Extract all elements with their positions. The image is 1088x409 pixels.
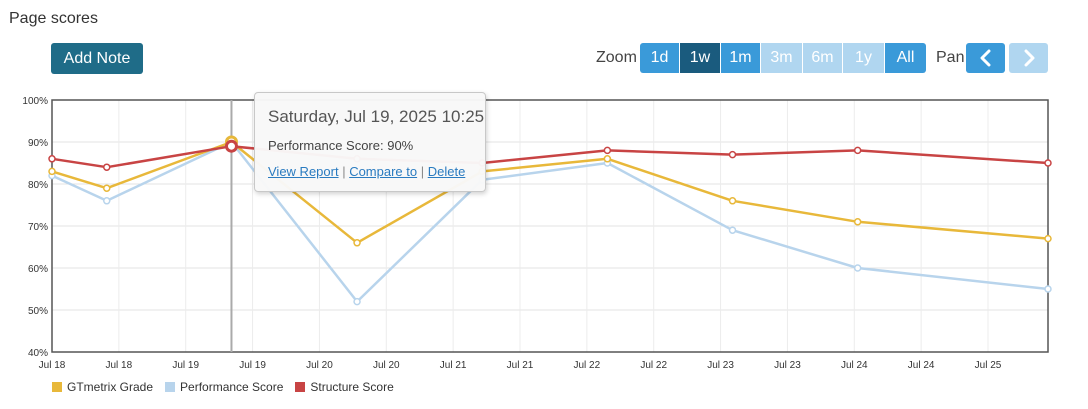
zoom-all-button[interactable]: All xyxy=(885,43,926,73)
link-separator: | xyxy=(338,164,350,179)
delete-link[interactable]: Delete xyxy=(427,164,466,179)
data-point xyxy=(728,197,737,205)
chart-legend: GTmetrix Grade Performance Score Structu… xyxy=(52,380,406,394)
data-point xyxy=(1044,234,1052,243)
x-tick-label: Jul 21 xyxy=(440,360,467,371)
x-tick-label: Jul 21 xyxy=(507,360,534,371)
tooltip-performance-score: Performance Score: 90% xyxy=(268,138,414,153)
legend-label: Structure Score xyxy=(310,380,394,394)
page-title: Page scores xyxy=(9,10,98,27)
data-point xyxy=(103,184,111,192)
legend-swatch xyxy=(165,382,176,392)
data-point xyxy=(103,163,111,171)
legend-swatch xyxy=(295,382,306,392)
add-note-button[interactable]: Add Note xyxy=(51,43,143,74)
x-tick-label: Jul 20 xyxy=(373,360,400,371)
legend-item-gtmetrix-grade[interactable]: GTmetrix Grade xyxy=(52,380,153,394)
data-point xyxy=(603,155,612,163)
x-tick-label: Jul 19 xyxy=(239,360,266,371)
zoom-6m-button[interactable]: 6m xyxy=(803,43,843,73)
data-point xyxy=(853,218,862,226)
data-point xyxy=(103,197,111,205)
legend-label: GTmetrix Grade xyxy=(67,380,154,394)
data-point xyxy=(853,264,862,272)
y-tick-label: 80% xyxy=(28,180,48,191)
x-tick-label: Jul 23 xyxy=(707,360,734,371)
y-tick-label: 90% xyxy=(28,138,48,149)
data-point xyxy=(353,239,361,247)
y-tick-label: 50% xyxy=(28,306,48,317)
zoom-1m-button[interactable]: 1m xyxy=(721,43,761,73)
x-tick-label: Jul 22 xyxy=(574,360,601,371)
y-tick-label: 70% xyxy=(28,222,48,233)
x-tick-label: Jul 22 xyxy=(640,360,667,371)
zoom-1y-button[interactable]: 1y xyxy=(843,43,885,73)
chevron-right-icon xyxy=(1024,49,1034,67)
y-tick-label: 60% xyxy=(28,264,48,275)
compare-to-link[interactable]: Compare to xyxy=(349,164,418,179)
legend-swatch xyxy=(52,382,62,392)
y-tick-label: 100% xyxy=(22,96,48,107)
x-tick-label: Jul 18 xyxy=(39,360,66,371)
plot-border xyxy=(51,99,1049,353)
zoom-3m-button[interactable]: 3m xyxy=(761,43,803,73)
pan-next-button[interactable] xyxy=(1009,43,1048,73)
x-tick-label: Jul 18 xyxy=(106,360,133,371)
x-tick-label: Jul 20 xyxy=(306,360,333,371)
x-tick-label: Jul 25 xyxy=(975,360,1002,371)
tooltip-links: View Report | Compare to | Delete xyxy=(268,164,465,179)
x-tick-label: Jul 24 xyxy=(841,360,868,371)
zoom-button-group: 1d 1w 1m 3m 6m 1y All xyxy=(640,43,926,73)
link-separator: | xyxy=(417,164,428,179)
data-point xyxy=(728,226,737,234)
legend-label: Performance Score xyxy=(180,380,284,394)
view-report-link[interactable]: View Report xyxy=(268,164,339,179)
pan-previous-button[interactable] xyxy=(966,43,1005,73)
chevron-left-icon xyxy=(980,49,990,67)
chart-tooltip: Saturday, Jul 19, 2025 10:25 Performance… xyxy=(254,92,486,192)
zoom-1w-button[interactable]: 1w xyxy=(680,43,721,73)
zoom-label: Zoom xyxy=(596,49,637,66)
legend-item-structure-score[interactable]: Structure Score xyxy=(295,380,394,394)
data-point xyxy=(48,155,56,163)
data-point xyxy=(353,297,361,306)
zoom-1d-button[interactable]: 1d xyxy=(640,43,680,73)
line-chart: 40% 50% 60% 70% 80% 90% 100% Jul 18 Jul 18 Jul 19… xyxy=(22,96,1052,371)
tooltip-date: Saturday, Jul 19, 2025 10:25 xyxy=(268,107,485,126)
data-point xyxy=(728,150,737,159)
y-tick-label: 40% xyxy=(28,348,48,359)
x-tick-label: Jul 23 xyxy=(774,360,801,371)
data-point xyxy=(1044,285,1052,293)
x-tick-label: Jul 19 xyxy=(172,360,199,371)
x-tick-label: Jul 24 xyxy=(908,360,935,371)
data-point xyxy=(1044,159,1052,167)
data-point xyxy=(224,139,238,153)
data-point xyxy=(48,167,56,176)
legend-item-performance-score[interactable]: Performance Score xyxy=(165,380,283,394)
data-point xyxy=(853,146,862,155)
data-point xyxy=(603,146,612,155)
pan-label: Pan xyxy=(936,49,965,66)
series-line xyxy=(51,140,1049,303)
